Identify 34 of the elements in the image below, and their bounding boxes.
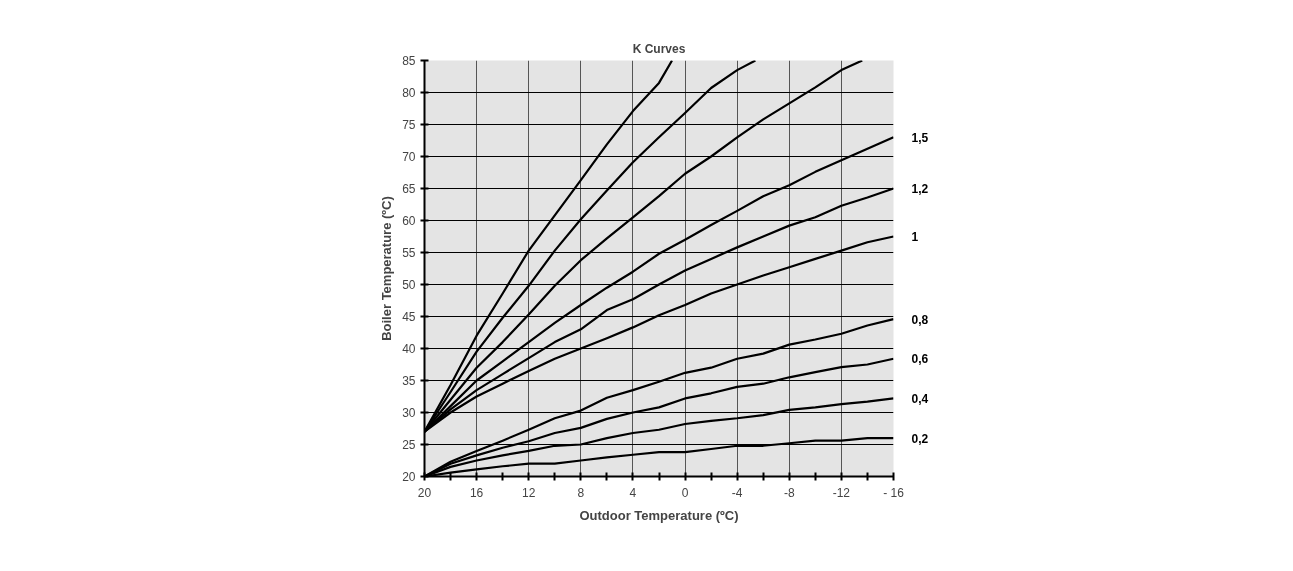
y-tick-label: 65	[402, 182, 416, 196]
y-tick-label: 80	[402, 86, 416, 100]
y-tick-label: 75	[402, 118, 416, 132]
y-tick-label: 50	[402, 278, 416, 292]
x-tick-label: 4	[629, 485, 637, 500]
series-label: 1,2	[911, 182, 929, 196]
series-label: 0,6	[911, 352, 929, 367]
series-label: 0,2	[911, 431, 929, 446]
y-tick-label: 85	[402, 54, 416, 68]
y-tick-label: 25	[402, 438, 416, 452]
y-tick-label: 30	[402, 406, 416, 420]
x-tick-label: - 16	[883, 485, 905, 500]
chart-title: K Curves	[632, 41, 686, 56]
y-tick-label: 35	[402, 374, 416, 388]
y-tick-label: 70	[402, 150, 416, 164]
y-axis-title: Boiler Temperature (ºC)	[379, 196, 395, 341]
x-tick-label: 8	[577, 485, 585, 500]
y-tick-label: 45	[402, 310, 416, 324]
series-label: 1	[911, 230, 919, 244]
x-tick-label: 0	[681, 485, 689, 500]
x-tick-label: -12	[832, 485, 851, 500]
y-tick-label: 60	[402, 214, 416, 228]
series-label: 0,4	[911, 391, 929, 406]
y-tick-label: 40	[402, 342, 416, 356]
x-tick-label: 20	[417, 485, 432, 500]
x-tick-label: 12	[522, 485, 536, 500]
y-tick-label: 20	[402, 470, 416, 484]
series-label: 1,5	[911, 130, 929, 145]
y-tick-label: 55	[402, 246, 416, 260]
x-tick-label: 16	[469, 485, 484, 500]
x-tick-label: -8	[783, 485, 795, 500]
x-tick-label: -4	[731, 485, 743, 500]
series-label: 0,8	[911, 312, 929, 327]
x-axis-title: Outdoor Temperature (ºC)	[579, 507, 739, 523]
